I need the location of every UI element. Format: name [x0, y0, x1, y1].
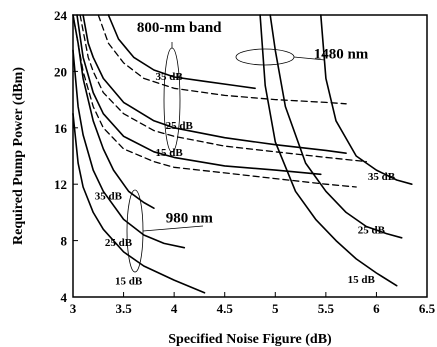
curve-980-25db-solid [72, 49, 186, 249]
gain-label: 15 dB [348, 274, 376, 286]
wavelength-label: 800-nm band [137, 20, 222, 36]
callout-leader-1480nm [293, 56, 326, 61]
x-axis-title: Specified Noise Figure (dB) [168, 332, 332, 347]
x-tick-label: 6.5 [419, 301, 436, 316]
curve-800-25db-dashed [79, 14, 367, 163]
y-tick-label: 12 [54, 177, 67, 192]
curve-980-15db-solid [72, 112, 206, 294]
gain-label: 15 dB [115, 275, 143, 287]
y-tick-label: 4 [61, 290, 68, 305]
y-tick-label: 8 [61, 234, 68, 249]
curve-800-25db-solid [82, 14, 347, 154]
curve-labels: 800-nm band 1480 nm 980 nm 35 dB 25 dB 15 dB 3… [95, 20, 396, 287]
curve-980-35db-solid [72, 14, 155, 209]
curve-800-35db-dashed [97, 14, 347, 105]
curve-800-15db-dashed [72, 14, 357, 188]
callout-ellipse-1480nm [235, 48, 295, 66]
plot-frame [72, 14, 428, 298]
gain-label: 35 dB [95, 191, 123, 203]
gain-label: 25 dB [358, 225, 386, 237]
y-tick-label: 16 [54, 121, 68, 136]
callout-ellipse-800nm [163, 47, 181, 153]
y-axis-title: Required Pump Power (dBm) [11, 67, 26, 245]
callout-leader-980nm [142, 225, 204, 232]
gain-label: 35 dB [368, 171, 396, 183]
gain-label: 15 dB [155, 147, 183, 159]
curve-800-35db-solid [107, 14, 256, 90]
x-tick-label: 5.5 [318, 301, 335, 316]
curve-1480-15db-solid [259, 14, 398, 287]
x-tick-label: 3 [70, 301, 77, 316]
x-tick-label: 4 [171, 301, 178, 316]
x-tick-label: 6 [373, 301, 380, 316]
x-tick-label: 5 [272, 301, 279, 316]
gain-label: 35 dB [155, 71, 183, 83]
curves-layer [72, 14, 413, 294]
axis-ticks: 3 3.5 4 4.5 5 5.5 6 6.5 4 8 12 16 20 24 [54, 8, 436, 316]
gain-label: 25 dB [105, 237, 133, 249]
y-tick-label: 24 [54, 8, 68, 23]
x-tick-label: 3.5 [115, 301, 132, 316]
y-tick-label: 20 [54, 64, 67, 79]
callout-ellipses [126, 42, 326, 273]
gain-label: 25 dB [166, 120, 194, 132]
wavelength-label: 1480 nm [314, 47, 369, 63]
curve-1480-35db-solid [320, 14, 413, 185]
curve-800-15db-solid [76, 14, 322, 176]
x-tick-label: 4.5 [217, 301, 234, 316]
wavelength-label: 980 nm [166, 210, 214, 226]
curve-1480-25db-solid [269, 14, 403, 239]
